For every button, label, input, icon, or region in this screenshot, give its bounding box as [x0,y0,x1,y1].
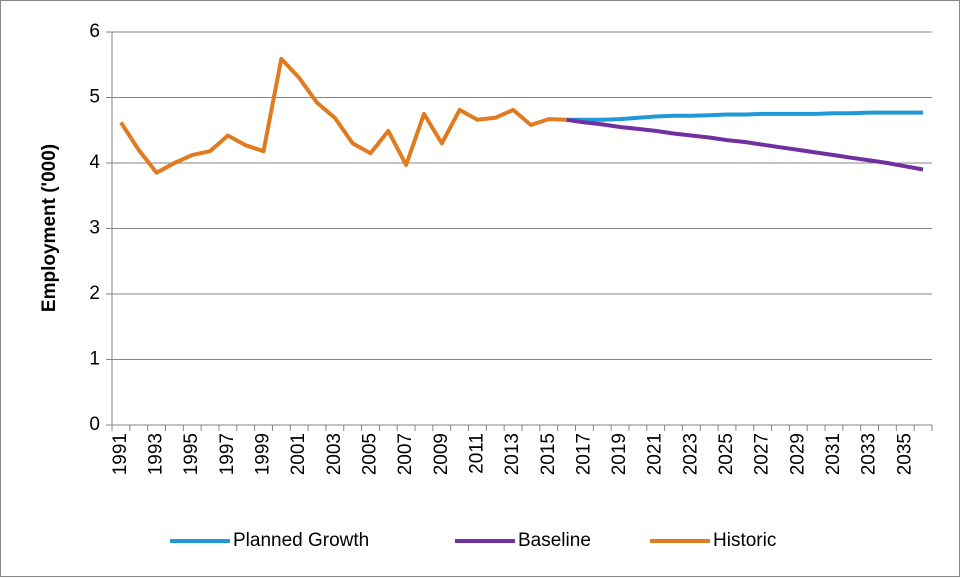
y-tick-label: 0 [89,414,100,435]
y-tick-label: 4 [89,152,100,173]
x-tick-label: 1993 [146,433,167,475]
y-tick-label: 1 [89,349,100,370]
x-tick-label: 2021 [645,433,666,475]
x-tick-label: 2027 [752,433,773,475]
x-tick-label: 2017 [573,433,594,475]
x-tick-label: 2013 [502,433,523,475]
x-tick-label: 1991 [110,433,131,475]
x-tick-label: 2011 [466,433,487,474]
x-tick-label: 2035 [894,433,915,475]
x-tick-label: 2007 [395,433,416,475]
x-tick-label: 2019 [609,433,630,475]
series-line [566,117,924,172]
series-line [119,56,567,175]
x-tick-label: 1999 [253,433,274,475]
x-tick-label: 1995 [181,433,202,475]
x-tick-label: 2023 [680,433,701,475]
x-tick-label: 2031 [823,433,844,475]
legend-label: Historic [713,530,776,551]
y-tick-label: 2 [89,283,100,304]
x-tick-label: 2029 [787,433,808,475]
legend-label: Planned Growth [233,530,369,551]
x-tick-label: 1997 [217,433,238,475]
x-tick-label: 2015 [538,433,559,475]
x-tick-label: 2025 [716,433,737,475]
legend-label: Baseline [518,530,591,551]
x-tick-label: 2033 [859,433,880,475]
x-tick-label: 2005 [359,433,380,475]
x-tick-label: 2003 [324,433,345,475]
y-tick-label: 3 [89,218,100,239]
series-line [566,110,924,122]
y-tick-label: 5 [89,87,100,108]
x-tick-label: 2009 [431,433,452,475]
y-tick-label: 6 [89,21,100,42]
x-tick-label: 2001 [288,433,309,475]
y-axis-label: Employment ('000) [39,144,60,312]
